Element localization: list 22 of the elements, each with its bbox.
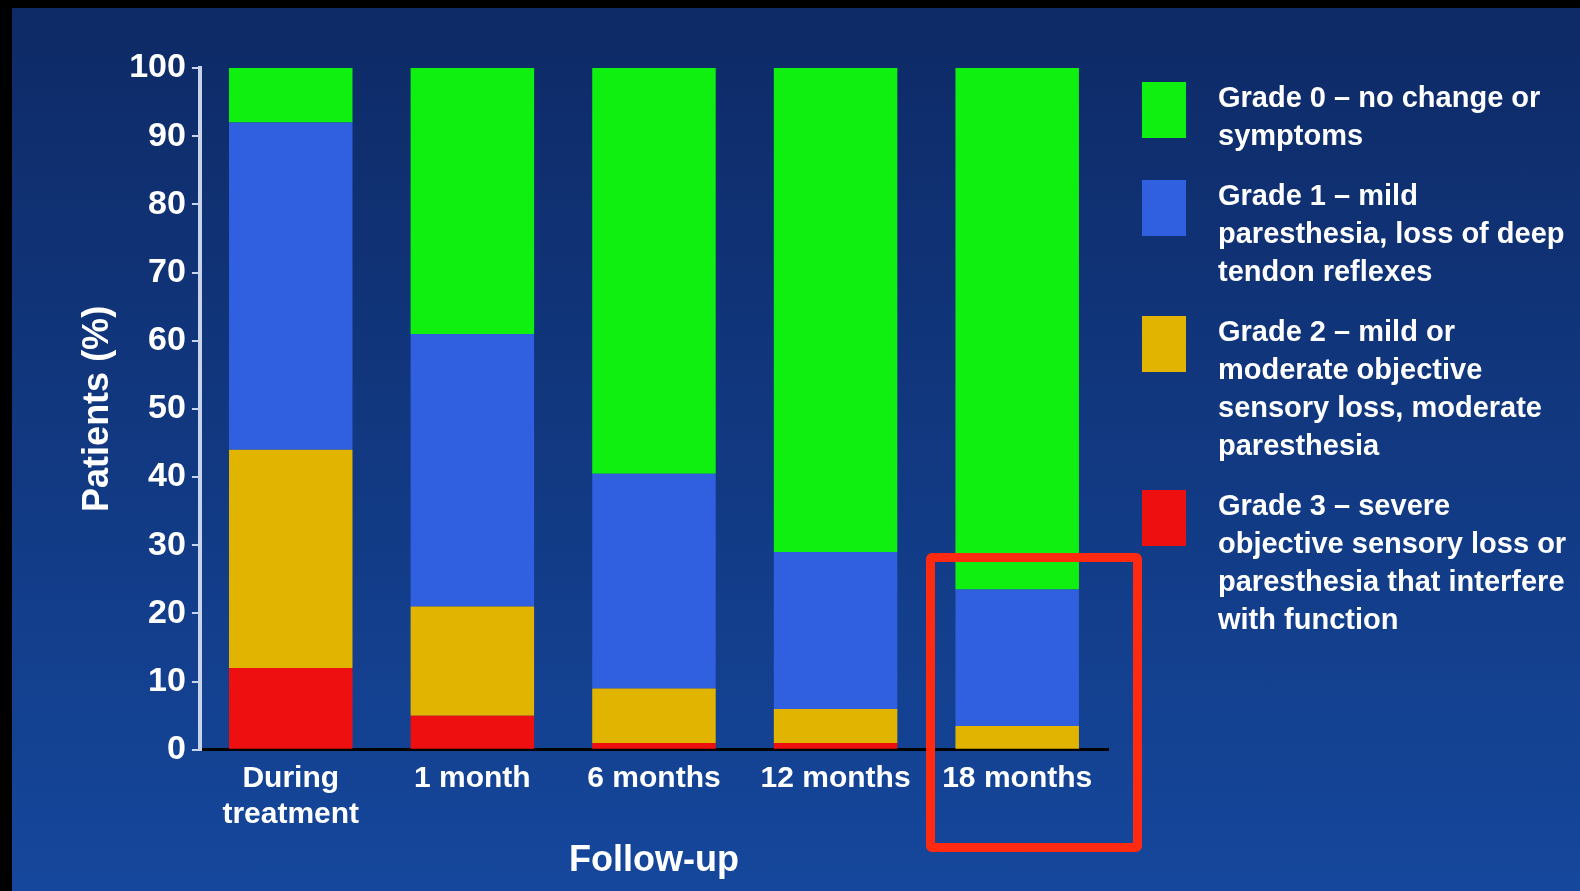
y-tick-label: 10 <box>148 659 186 698</box>
y-tick-label: 0 <box>167 728 186 767</box>
x-tick-label: During treatment <box>222 760 360 830</box>
x-tick-label: 1 month <box>414 760 531 794</box>
y-tick-label: 50 <box>148 387 186 426</box>
legend-label: Grade 3 – severe objective sensory loss or paresthesia that interfere with function <box>1218 488 1568 637</box>
y-tick-label: 30 <box>148 523 186 562</box>
y-axis-title: Patients (%) <box>74 305 116 512</box>
y-tick-label: 20 <box>148 591 186 630</box>
legend-label: Grade 1 – mild paresthesia, loss of deep tendon reflexes <box>1218 178 1566 289</box>
y-tick-label: 40 <box>148 455 186 494</box>
y-tick-label: 100 <box>129 46 186 85</box>
y-tick-label: 60 <box>148 319 186 358</box>
y-tick-label: 80 <box>148 182 186 221</box>
y-tick-label: 90 <box>148 114 186 153</box>
x-tick-label: 18 months <box>942 760 1093 794</box>
y-tick-label: 70 <box>148 250 186 289</box>
x-axis-title: Follow-up <box>568 838 739 880</box>
x-tick-label: 6 months <box>587 760 721 794</box>
legend-label: Grade 2 – mild or moderate objective sensory loss, moderate paresthesia <box>1218 314 1543 463</box>
x-tick-label: 12 months <box>760 760 911 794</box>
legend-label: Grade 0 – no change or symptoms <box>1218 80 1542 153</box>
